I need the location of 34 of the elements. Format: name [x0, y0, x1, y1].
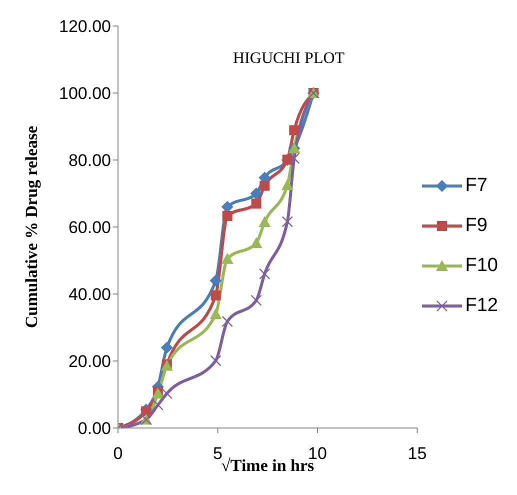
y-tick-label: 20.00 — [68, 352, 111, 372]
legend-label: F9 — [465, 214, 488, 236]
x-tick-label: 5 — [213, 444, 222, 464]
legend-label: F10 — [465, 254, 498, 276]
point — [221, 252, 234, 264]
point — [259, 268, 270, 280]
point — [260, 180, 270, 191]
y-tick-label: 100.00 — [59, 84, 111, 104]
point — [250, 237, 262, 248]
text: HIGUCHI PLOT — [233, 50, 345, 68]
point — [250, 294, 262, 306]
y-tick-label: 80.00 — [68, 151, 111, 170]
point — [288, 152, 300, 164]
point — [210, 274, 222, 287]
legend-label: F12 — [465, 294, 498, 316]
point — [250, 188, 262, 200]
legend-label: F7 — [465, 174, 488, 196]
point — [281, 179, 294, 190]
y-tick-label: 120.00 — [59, 17, 111, 36]
point — [222, 210, 232, 221]
x-tick-label: 0 — [113, 444, 123, 464]
y-tick-label: 0.00 — [78, 419, 111, 438]
y-tick-label: 40.00 — [68, 285, 111, 304]
point — [289, 125, 300, 136]
point — [258, 216, 271, 227]
point — [210, 355, 222, 366]
point — [210, 308, 222, 320]
y-tick-label: 60.00 — [68, 218, 111, 238]
point — [210, 290, 221, 300]
point — [160, 342, 173, 354]
x-tick-label: 15 — [408, 444, 427, 464]
y-axis-title: Cumulative % Drug release — [22, 125, 42, 328]
point — [251, 198, 262, 209]
point — [282, 216, 293, 228]
